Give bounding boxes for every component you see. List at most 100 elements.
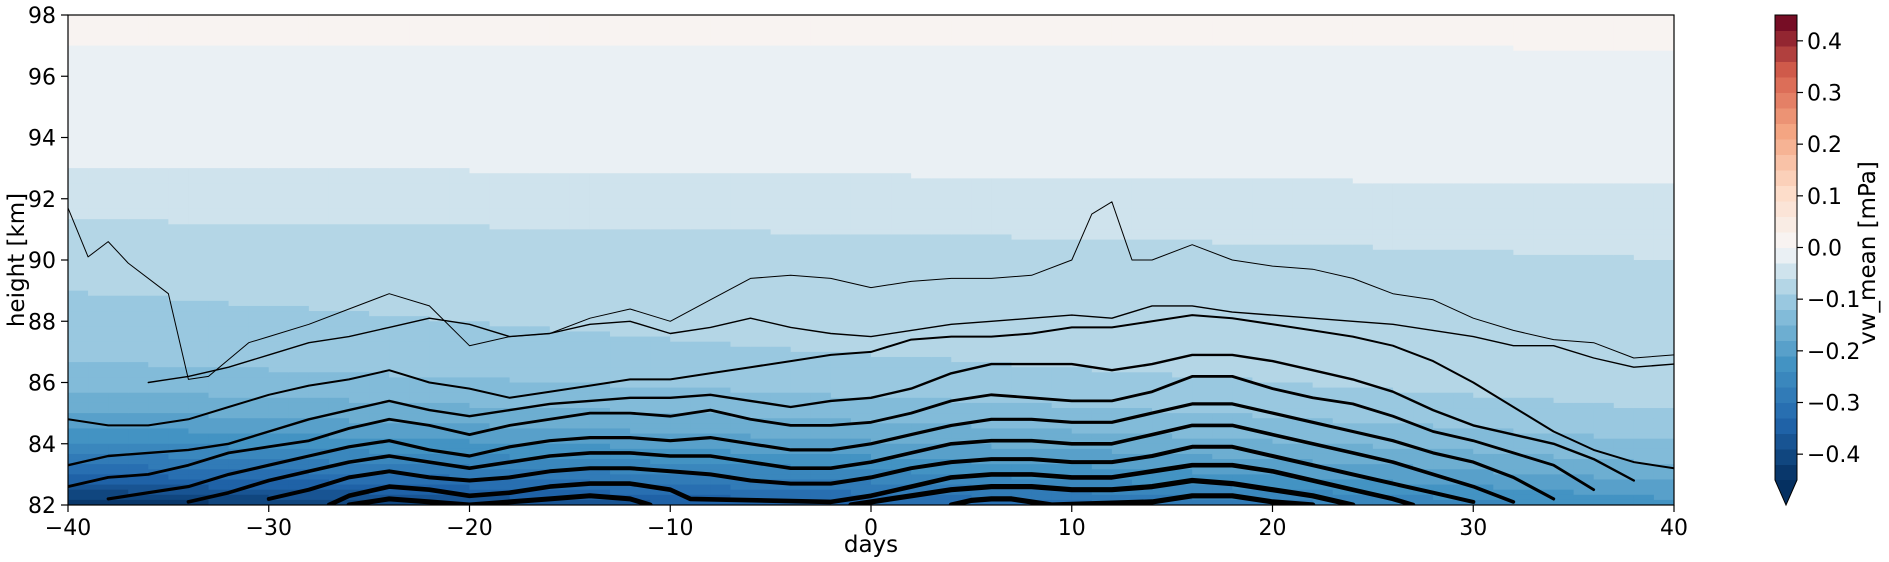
contour-fill-cell [349, 157, 370, 164]
contour-fill-cell [489, 76, 511, 82]
contour-fill-cell [650, 168, 671, 174]
contour-fill-cell [228, 295, 250, 302]
contour-fill-cell [750, 35, 772, 42]
contour-fill-cell [610, 81, 631, 88]
contour-fill-cell [810, 122, 832, 128]
contour-fill-cell [630, 433, 651, 440]
contour-fill-cell [328, 459, 350, 465]
contour-fill-cell [1051, 300, 1073, 307]
contour-fill-cell [369, 377, 390, 384]
contour-fill-cell [650, 132, 671, 139]
contour-fill-cell [911, 147, 932, 154]
contour-fill-cell [228, 413, 250, 419]
contour-fill-cell [1011, 15, 1033, 21]
contour-fill-cell [770, 142, 792, 149]
contour-fill-cell [549, 372, 571, 378]
contour-fill-cell [569, 382, 591, 389]
contour-fill-cell [288, 101, 310, 108]
contour-fill-cell [650, 336, 671, 343]
contour-fill-cell [991, 372, 1013, 378]
contour-fill-cell [850, 453, 872, 460]
contour-fill-cell [730, 224, 752, 230]
contour-fill-cell [168, 101, 190, 108]
contour-fill-cell [529, 117, 551, 123]
contour-fill-cell [730, 453, 752, 460]
contour-fill-cell [449, 25, 471, 31]
contour-fill-cell [68, 356, 89, 363]
contour-fill-cell [88, 25, 109, 31]
contour-fill-cell [850, 30, 872, 37]
contour-fill-cell [349, 117, 370, 123]
contour-fill-cell [369, 183, 390, 190]
contour-fill-cell [1071, 280, 1093, 287]
contour-fill-cell [951, 316, 972, 322]
contour-fill-cell [730, 408, 752, 414]
contour-fill-cell [1011, 489, 1033, 496]
contour-fill-cell [449, 122, 471, 128]
contour-fill-cell [650, 270, 671, 276]
contour-fill-cell [1031, 489, 1053, 496]
contour-fill-cell [710, 351, 732, 358]
contour-fill-cell [931, 147, 952, 154]
contour-fill-cell [328, 60, 350, 67]
contour-fill-cell [409, 214, 430, 220]
contour-fill-cell [449, 331, 471, 338]
contour-fill-cell [1051, 341, 1073, 348]
contour-fill-cell [188, 387, 210, 394]
contour-fill-cell [871, 147, 892, 154]
contour-fill-cell [68, 413, 89, 419]
contour-fill-cell [871, 249, 892, 256]
contour-fill-cell [891, 265, 912, 271]
contour-fill-cell [88, 408, 109, 414]
contour-fill-cell [1031, 183, 1053, 190]
contour-fill-cell [389, 122, 410, 128]
contour-fill-cell [449, 418, 471, 424]
contour-fill-cell [128, 66, 149, 72]
contour-fill-cell [108, 81, 129, 88]
contour-fill-cell [228, 96, 250, 103]
contour-fill-cell [650, 208, 671, 215]
contour-fill-cell [750, 117, 772, 123]
contour-fill-cell [1031, 341, 1053, 348]
contour-fill-cell [1031, 280, 1053, 287]
contour-fill-cell [891, 214, 912, 220]
contour-fill-cell [830, 387, 852, 394]
contour-fill-cell [328, 387, 350, 394]
contour-fill-cell [1071, 244, 1093, 251]
contour-fill-cell [168, 459, 190, 465]
contour-fill-cell [328, 101, 350, 108]
contour-fill-cell [810, 254, 832, 261]
contour-fill-cell [991, 55, 1013, 62]
contour-fill-cell [1091, 152, 1113, 159]
contour-fill-cell [268, 122, 290, 128]
contour-fill-cell [509, 413, 531, 419]
contour-fill-cell [489, 132, 511, 139]
contour-fill-cell [830, 101, 852, 108]
contour-fill-cell [650, 423, 671, 430]
contour-fill-cell [891, 316, 912, 322]
contour-fill-cell [830, 408, 852, 414]
contour-fill-cell [710, 341, 732, 348]
contour-fill-cell [770, 249, 792, 256]
contour-fill-cell [449, 76, 471, 82]
contour-fill-cell [1031, 96, 1053, 103]
contour-fill-cell [489, 244, 511, 251]
contour-fill-cell [228, 147, 250, 154]
contour-fill-cell [670, 86, 691, 93]
contour-fill-cell [328, 382, 350, 389]
contour-fill-cell [68, 163, 89, 169]
contour-fill-cell [790, 300, 812, 307]
contour-fill-cell [850, 351, 872, 358]
contour-fill-cell [750, 15, 772, 21]
contour-fill-cell [569, 239, 591, 246]
contour-fill-cell [308, 372, 330, 378]
contour-fill-cell [88, 260, 109, 266]
contour-fill-cell [610, 254, 631, 261]
contour-fill-cell [610, 71, 631, 77]
contour-fill-cell [610, 198, 631, 205]
contour-fill-cell [830, 316, 852, 322]
contour-fill-cell [108, 260, 129, 266]
contour-fill-cell [108, 402, 129, 409]
contour-fill-cell [871, 484, 892, 491]
contour-fill-cell [228, 499, 250, 505]
